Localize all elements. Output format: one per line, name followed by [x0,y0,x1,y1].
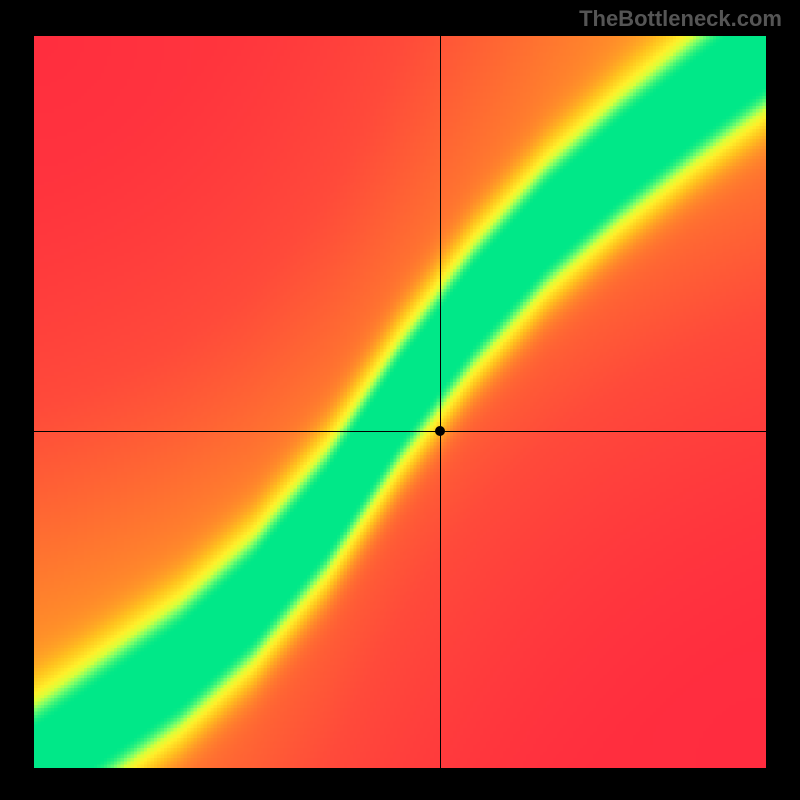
heatmap-canvas [34,36,766,768]
chart-container: TheBottleneck.com [0,0,800,800]
heatmap-plot-area [34,36,766,768]
watermark-text: TheBottleneck.com [579,6,782,32]
crosshair-marker-dot [435,426,445,436]
crosshair-horizontal [34,431,766,432]
crosshair-vertical [440,36,441,768]
